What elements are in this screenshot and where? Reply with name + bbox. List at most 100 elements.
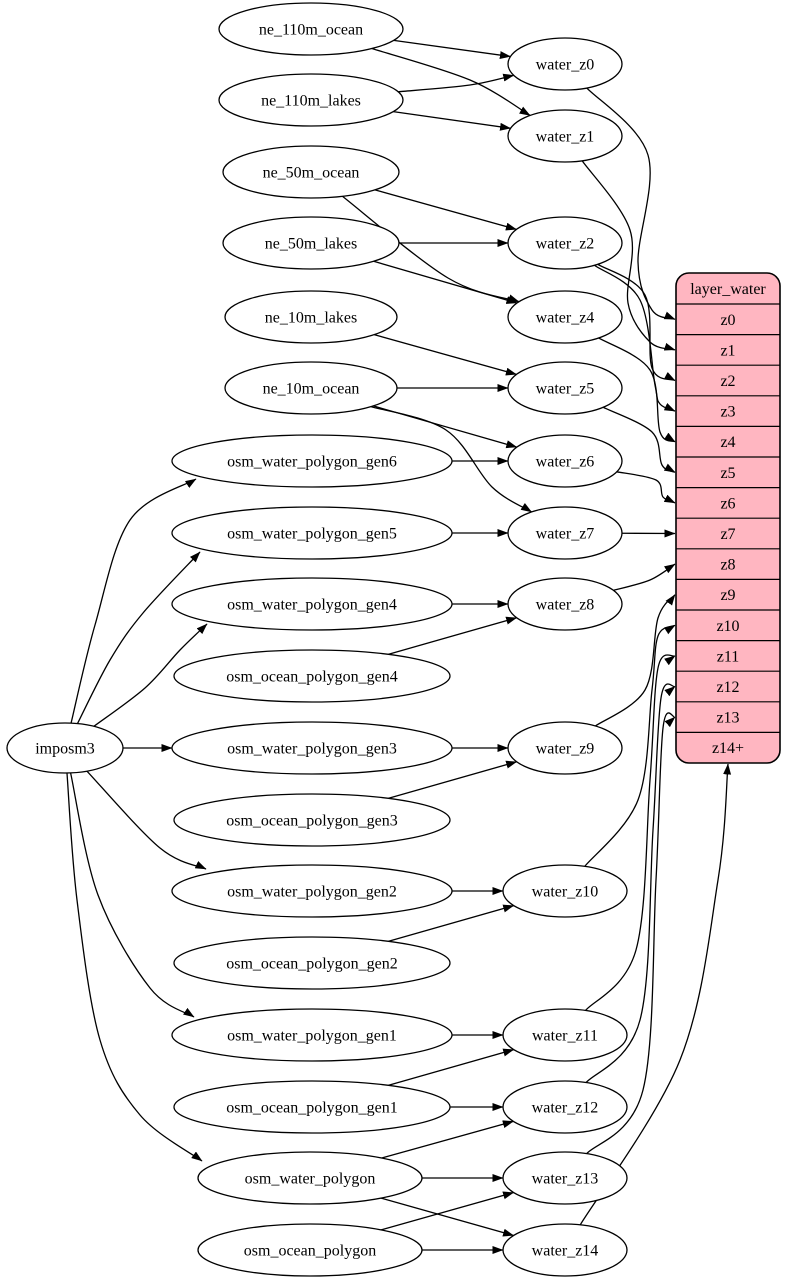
node-label-water_z11: water_z11 bbox=[532, 1028, 598, 1045]
node-shape-ne_50m_lakes bbox=[222, 216, 400, 270]
node-shape-water_z5 bbox=[507, 361, 623, 415]
node-water_z13: water_z13 bbox=[502, 1151, 628, 1205]
node-shape-osm_ocean_polygon_gen1 bbox=[173, 1080, 451, 1134]
edge-water_z10-to-row-z10 bbox=[584, 624, 676, 867]
table-row-z13: z13 bbox=[716, 710, 739, 727]
table-row-z1: z1 bbox=[720, 342, 735, 359]
edge-osm_ocean_polygon-to-water_z13 bbox=[380, 1191, 515, 1231]
node-shape-water_z7 bbox=[507, 506, 623, 560]
node-label-osm_water_polygon_gen2: osm_water_polygon_gen2 bbox=[227, 884, 397, 901]
node-shape-ne_10m_ocean bbox=[224, 361, 398, 415]
table-row-z0: z0 bbox=[720, 312, 735, 329]
node-shape-ne_50m_ocean bbox=[222, 145, 400, 199]
node-label-osm_water_polygon_gen4: osm_water_polygon_gen4 bbox=[227, 597, 397, 614]
table-row-z5: z5 bbox=[720, 465, 735, 482]
node-water_z6: water_z6 bbox=[507, 434, 623, 488]
node-shape-ne_110m_ocean bbox=[218, 2, 404, 56]
node-label-water_z12: water_z12 bbox=[532, 1100, 599, 1117]
edge-water_z13-to-row-z13 bbox=[586, 712, 676, 1155]
edge-ne_110m_ocean-to-water_z0 bbox=[393, 39, 511, 60]
node-shape-water_z10 bbox=[502, 864, 628, 918]
table-layer_water: layer_water z0 z1 z2 z3 z4 z5 z6 z7 z8 z9 z10 z11 z12… bbox=[675, 272, 781, 764]
node-osm_ocean_polygon_gen4: osm_ocean_polygon_gen4 bbox=[173, 649, 451, 703]
edge-osm_water_polygon-to-water_z12 bbox=[381, 1120, 514, 1159]
node-shape-water_z0 bbox=[507, 37, 623, 91]
node-water_z9: water_z9 bbox=[507, 721, 623, 775]
node-shape-osm_ocean_polygon bbox=[197, 1223, 423, 1277]
edge-water_z11-to-row-z11 bbox=[584, 654, 676, 1011]
node-water_z4: water_z4 bbox=[507, 290, 623, 344]
node-water_z10: water_z10 bbox=[502, 864, 628, 918]
edge-ne_10m_ocean-to-water_z7 bbox=[370, 406, 533, 513]
table-header-label: layer_water bbox=[690, 281, 766, 298]
node-ne_110m_ocean: ne_110m_ocean bbox=[218, 2, 404, 56]
node-ne_10m_ocean: ne_10m_ocean bbox=[224, 361, 398, 415]
node-shape-water_z2 bbox=[507, 216, 623, 270]
edge-osm_ocean_polygon_gen3-to-water_z9 bbox=[388, 760, 518, 799]
node-water_z2: water_z2 bbox=[507, 216, 623, 270]
node-label-water_z9: water_z9 bbox=[536, 741, 595, 758]
node-shape-osm_ocean_polygon_gen4 bbox=[173, 649, 451, 703]
node-label-osm_ocean_polygon_gen4: osm_ocean_polygon_gen4 bbox=[226, 669, 398, 686]
node-ne_110m_lakes: ne_110m_lakes bbox=[218, 73, 404, 127]
edge-water_z1-to-row-z1 bbox=[581, 160, 676, 351]
node-ne_50m_ocean: ne_50m_ocean bbox=[222, 145, 400, 199]
edge-osm_water_polygon-to-water_z14 bbox=[380, 1197, 515, 1237]
edge-water_z12-to-row-z12 bbox=[585, 683, 676, 1083]
edge-osm_ocean_polygon_gen4-to-water_z8 bbox=[388, 616, 518, 655]
node-osm_water_polygon: osm_water_polygon bbox=[197, 1151, 423, 1205]
node-shape-osm_water_polygon_gen6 bbox=[171, 434, 453, 488]
node-ne_50m_lakes: ne_50m_lakes bbox=[222, 216, 400, 270]
node-shape-osm_water_polygon_gen4 bbox=[171, 577, 453, 631]
node-label-ne_10m_ocean: ne_10m_ocean bbox=[263, 381, 360, 398]
edge-imposm3-to-osm_water_polygon bbox=[66, 772, 203, 1162]
edge-ne_50m_ocean-to-water_z2 bbox=[374, 189, 517, 231]
edge-imposm3-to-osm_water_polygon_gen1 bbox=[69, 772, 195, 1018]
node-label-ne_50m_ocean: ne_50m_ocean bbox=[263, 165, 360, 182]
table-row-z2: z2 bbox=[720, 373, 735, 390]
node-shape-water_z9 bbox=[507, 721, 623, 775]
node-shape-water_z1 bbox=[507, 109, 623, 163]
node-shape-water_z4 bbox=[507, 290, 623, 344]
node-water_z11: water_z11 bbox=[502, 1008, 628, 1062]
node-label-water_z10: water_z10 bbox=[532, 884, 599, 901]
table-row-z12: z12 bbox=[716, 679, 739, 696]
node-label-water_z14: water_z14 bbox=[532, 1243, 599, 1260]
node-label-osm_water_polygon_gen1: osm_water_polygon_gen1 bbox=[227, 1028, 397, 1045]
node-imposm3: imposm3 bbox=[6, 722, 124, 774]
table-row-z4: z4 bbox=[720, 434, 735, 451]
node-shape-ne_10m_lakes bbox=[224, 290, 398, 344]
node-shape-ne_110m_lakes bbox=[218, 73, 404, 127]
table-row-z9: z9 bbox=[720, 587, 735, 604]
edge-layer bbox=[66, 39, 732, 1254]
node-label-osm_water_polygon: osm_water_polygon bbox=[245, 1171, 376, 1188]
edge-water_z0-to-row-z0 bbox=[586, 87, 676, 320]
edge-ne_50m_ocean-to-water_z4 bbox=[341, 195, 520, 303]
node-water_z8: water_z8 bbox=[507, 577, 623, 631]
node-label-water_z5: water_z5 bbox=[536, 381, 595, 398]
node-shape-water_z12 bbox=[502, 1080, 628, 1134]
node-shape-osm_ocean_polygon_gen3 bbox=[173, 793, 451, 847]
table-row-z7: z7 bbox=[720, 526, 735, 543]
node-label-ne_10m_lakes: ne_10m_lakes bbox=[265, 310, 357, 327]
edge-water_z14-to-row-z14+ bbox=[579, 763, 732, 1226]
node-label-osm_ocean_polygon_gen1: osm_ocean_polygon_gen1 bbox=[226, 1100, 398, 1117]
node-ne_10m_lakes: ne_10m_lakes bbox=[224, 290, 398, 344]
node-label-water_z6: water_z6 bbox=[536, 454, 595, 471]
node-shape-osm_ocean_polygon_gen2 bbox=[173, 936, 451, 990]
edge-water_z6-to-row-z6 bbox=[616, 471, 676, 504]
node-shape-water_z13 bbox=[502, 1151, 628, 1205]
node-osm_ocean_polygon_gen2: osm_ocean_polygon_gen2 bbox=[173, 936, 451, 990]
edge-ne_110m_lakes-to-water_z1 bbox=[393, 111, 512, 131]
node-label-water_z2: water_z2 bbox=[536, 236, 595, 253]
node-osm_ocean_polygon_gen3: osm_ocean_polygon_gen3 bbox=[173, 793, 451, 847]
node-water_z12: water_z12 bbox=[502, 1080, 628, 1134]
edge-imposm3-to-osm_water_polygon_gen5 bbox=[76, 551, 201, 724]
table-layer: layer_water z0 z1 z2 z3 z4 z5 z6 z7 z8 z9 z10 z11 z12… bbox=[675, 272, 781, 764]
node-water_z0: water_z0 bbox=[507, 37, 623, 91]
edge-water_z8-to-row-z8 bbox=[613, 563, 676, 591]
node-osm_water_polygon_gen3: osm_water_polygon_gen3 bbox=[171, 721, 453, 775]
node-osm_ocean_polygon_gen1: osm_ocean_polygon_gen1 bbox=[173, 1080, 451, 1134]
edge-imposm3-to-osm_water_polygon_gen4 bbox=[93, 623, 208, 727]
